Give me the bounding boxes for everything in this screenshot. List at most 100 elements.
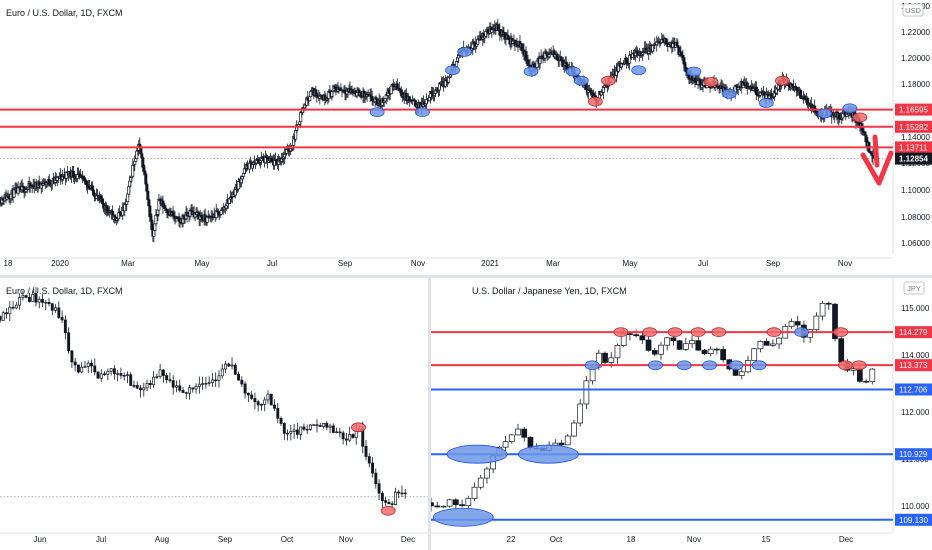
candle-body [387,502,391,505]
candle [14,301,18,310]
candle-body [763,340,770,346]
chart-pane-eurusd-long[interactable]: 1.240001.220001.200001.180001.160001.140… [0,0,932,275]
candle-body [214,379,218,382]
marker-ellipse [728,360,744,371]
marker-ellipse [573,75,589,86]
time-axis-tick: Jul [698,259,708,268]
candle-body [80,366,84,373]
candle-body [37,299,41,303]
marker-ellipse [690,327,706,338]
candle-body [670,337,677,342]
candle-body [63,319,67,334]
candle [201,376,205,390]
candle [269,393,273,406]
time-axis-tick: Jul [96,535,106,544]
candle-body [73,361,77,366]
candle-body [651,350,658,355]
price-axis-tick: 1.22000 [901,28,930,37]
candle [145,379,149,391]
level-price-tag-text: 112.706 [899,385,928,394]
candle [27,293,31,303]
candle-body [431,502,434,507]
candle-body [571,422,577,437]
candle-body [794,321,801,326]
candle-body [165,375,169,381]
candle-body [515,428,521,436]
candle-body [139,387,142,391]
candles [0,287,407,508]
candle [243,381,247,399]
candle [351,433,355,439]
candle [204,376,208,389]
candle [322,423,325,429]
candle-body [161,369,165,376]
candle [377,479,381,500]
marker-ellipse [794,327,810,338]
chart-title: U.S. Dollar / Japanese Yen, 1D, FXCM [472,286,627,296]
currency-badge-text: USD [905,6,921,15]
marker-ellipse [852,112,868,123]
candle-body [168,379,172,381]
time-axis-tick: Nov [411,259,425,268]
candle [276,402,280,424]
candle-body [627,333,633,335]
candle-body [484,468,490,479]
pane-divider-vertical[interactable] [428,278,431,550]
marker-ellipse [842,103,858,114]
candle-body [397,491,401,494]
price-axis-tick: 1.20000 [901,54,930,63]
candle [459,499,465,508]
marker-ellipse [588,96,603,107]
candle [838,335,845,365]
level-price-tag-text: 1.15282 [899,123,928,132]
candle-body [400,492,404,495]
candle-body [813,315,820,331]
candle-body [299,426,303,435]
candle [67,327,71,354]
candle [148,379,152,390]
candle [220,363,224,379]
candle-body [751,348,758,361]
candle-body [658,344,664,355]
candle [794,315,801,331]
candle-body [745,360,751,373]
candle-body [1,312,5,321]
candle-body [869,368,876,382]
candle-body [86,362,90,367]
candle [371,457,374,478]
candle-body [24,295,28,298]
candle [292,423,296,439]
candle [328,423,332,434]
candle-body [318,425,322,427]
candle-body [233,364,237,375]
price-axis-tick: 1.08000 [901,213,930,222]
candle [757,340,764,353]
marker-ellipse [686,66,702,77]
candle [73,357,77,372]
pane-divider-horizontal[interactable] [0,275,932,278]
candle [658,342,664,360]
chart-pane-usdjpy[interactable]: 115.000114.000113.450112.000111.000110.0… [431,278,932,550]
candle [863,378,869,384]
marker-ellipse [601,75,616,86]
chart-pane-eurusd-recent[interactable]: 1.220001.210001.200001.190001.180001.170… [0,278,428,550]
level-price-tag: 110.929 [895,448,932,461]
candle [312,424,316,426]
candle [8,300,12,322]
candle-body [608,357,615,363]
candle [250,391,254,400]
candle-body [286,432,290,435]
candle [253,392,257,410]
candle [256,399,260,412]
candle-body [230,364,234,367]
candle [11,301,15,310]
candle-body [305,428,309,431]
chart-title: Euro / U.S. Dollar, 1D, FXCM [6,8,123,18]
currency-badge-box [902,3,924,17]
candle [776,337,782,349]
candle-body [220,368,224,377]
candle [224,361,227,373]
candle [263,396,267,412]
candle [813,312,820,332]
